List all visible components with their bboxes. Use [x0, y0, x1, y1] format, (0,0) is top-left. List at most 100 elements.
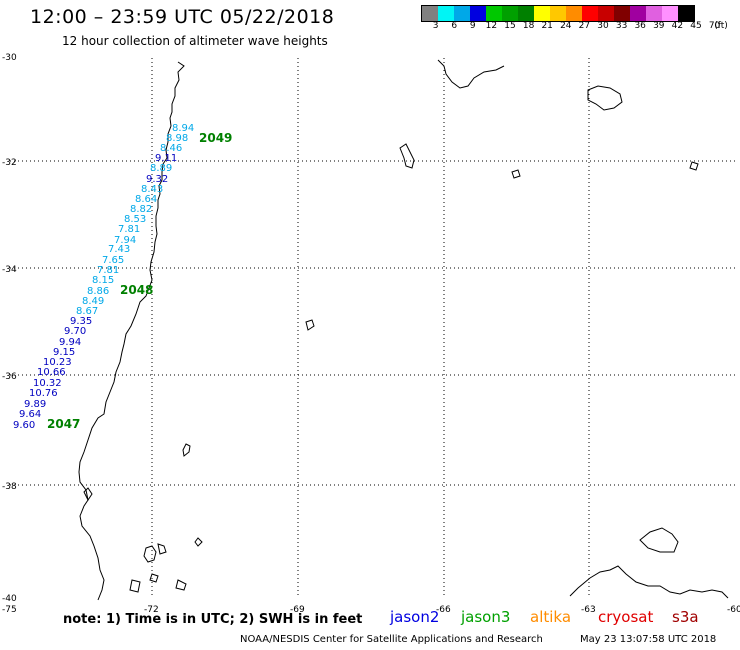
legend-label: 12	[485, 21, 498, 31]
swh-value: 7.81	[118, 224, 140, 235]
island-7	[194, 537, 203, 547]
legend-label: 3	[432, 21, 439, 31]
south-coast	[569, 565, 729, 599]
legend-label: (ft)	[714, 21, 728, 31]
axis-labels: -30 -32 -34 -36 -38 -40-75 -72 -69 -66 -63 -60	[2, 53, 740, 615]
legend-swatch	[470, 6, 486, 21]
swh-value: 8.49	[82, 296, 104, 307]
swh-value: 9.89	[24, 399, 46, 410]
latitude-label: -40	[2, 594, 17, 604]
swh-value: 10.32	[33, 378, 62, 389]
legend-label: 9	[469, 21, 476, 31]
legend-label: 70	[708, 21, 721, 31]
longitude-label: -60	[727, 605, 740, 615]
latitude-label: -36	[2, 372, 17, 382]
swh-value: 8.53	[124, 214, 146, 225]
swh-value: 8.64	[135, 194, 157, 205]
legend-swatch	[438, 6, 454, 21]
falkland-coast	[587, 85, 623, 111]
swh-value: 9.94	[59, 337, 81, 348]
legend-swatch	[582, 6, 598, 21]
island-11	[689, 161, 699, 171]
legend-label: 42	[671, 21, 684, 31]
swh-value: 8.86	[87, 286, 109, 297]
legend-label: 39	[653, 21, 665, 31]
legend-label: 21	[541, 21, 553, 31]
swh-value: 9.64	[19, 409, 41, 420]
legend-swatch	[566, 6, 582, 21]
swh-value: 9.60	[13, 420, 35, 431]
patagonia-coast	[437, 59, 505, 89]
legend-swatch	[550, 6, 566, 21]
longitude-label: -63	[581, 605, 596, 615]
longitude-label: -66	[436, 605, 451, 615]
island-1	[182, 443, 191, 457]
generation-timestamp: May 23 13:07:58 UTC 2018	[580, 634, 717, 645]
color-scale-legend	[421, 5, 695, 22]
legend-swatch	[614, 6, 630, 21]
graticule	[10, 58, 735, 597]
legend-label: 15	[504, 21, 516, 31]
legend-label: 36	[634, 21, 646, 31]
swh-value: 9.70	[64, 326, 86, 337]
legend-swatch	[486, 6, 502, 21]
legend-label: 33	[615, 21, 628, 31]
legend-swatch	[534, 6, 550, 21]
pass-number-label: 2048	[120, 283, 153, 297]
tierra-coast	[639, 527, 679, 553]
latitude-label: -34	[2, 265, 17, 275]
swh-value: 8.15	[92, 275, 114, 286]
swh-value: 10.23	[43, 357, 72, 368]
swh-value: 9.32	[146, 174, 168, 185]
satellite-label: cryosat	[598, 608, 654, 626]
swh-value: 7.43	[108, 244, 130, 255]
footer-note: note: 1) Time is in UTC; 2) SWH is in fe…	[63, 612, 363, 627]
latitude-label: -38	[2, 482, 17, 492]
satellite-label: jason2	[390, 608, 440, 626]
observation-labels: 8.948.988.469.118.899.328.438.648.828.53…	[13, 123, 194, 431]
legend-swatch	[646, 6, 662, 21]
longitude-label: -69	[290, 605, 305, 615]
swh-value: 8.43	[141, 184, 163, 195]
island-6	[175, 579, 187, 591]
swh-value: 9.11	[155, 153, 177, 164]
legend-swatch	[502, 6, 518, 21]
chiloe-island	[83, 487, 93, 501]
island-3	[157, 543, 167, 555]
satellite-label: jason3	[461, 608, 511, 626]
swh-value: 7.81	[97, 265, 119, 276]
map-title: 12:00 – 23:59 UTC 05/22/2018	[30, 6, 335, 28]
swh-value: 8.82	[130, 204, 152, 215]
legend-swatch	[662, 6, 678, 21]
latitude-label: -30	[2, 53, 17, 63]
legend-swatch	[678, 6, 694, 21]
legend-label: 24	[560, 21, 572, 31]
swh-value: 8.98	[166, 133, 188, 144]
swh-value: 9.35	[70, 316, 92, 327]
legend-label: 27	[578, 21, 591, 31]
latitude-label: -32	[2, 158, 17, 168]
swh-value: 10.76	[29, 388, 58, 399]
color-scale-labels: 3 6 9 12 15 18 21 24 27 30 33 36 39 42 45 70 (ft)	[421, 21, 740, 35]
legend-swatch	[518, 6, 534, 21]
credit-line: NOAA/NESDIS Center for Satellite Applica…	[240, 634, 543, 645]
longitude-label: -72	[144, 605, 159, 615]
legend-label: 18	[522, 21, 535, 31]
swh-value: 8.94	[172, 123, 194, 134]
legend-swatch	[422, 6, 438, 21]
pass-labels: 2049 2048 2047	[47, 131, 232, 431]
legend-label: 6	[451, 21, 458, 31]
legend-label: 30	[597, 21, 609, 31]
coastline	[78, 59, 729, 601]
island-8	[305, 319, 315, 331]
satellite-label: altika	[530, 608, 572, 626]
legend-swatch	[598, 6, 614, 21]
swh-value: 7.94	[114, 235, 136, 246]
swh-value: 10.66	[37, 367, 66, 378]
swh-value: 7.65	[102, 255, 124, 266]
longitude-label: -75	[2, 605, 17, 615]
swh-value: 9.15	[53, 347, 75, 358]
map-subtitle: 12 hour collection of altimeter wave hei…	[62, 34, 328, 48]
satellite-label: s3a	[672, 608, 699, 626]
